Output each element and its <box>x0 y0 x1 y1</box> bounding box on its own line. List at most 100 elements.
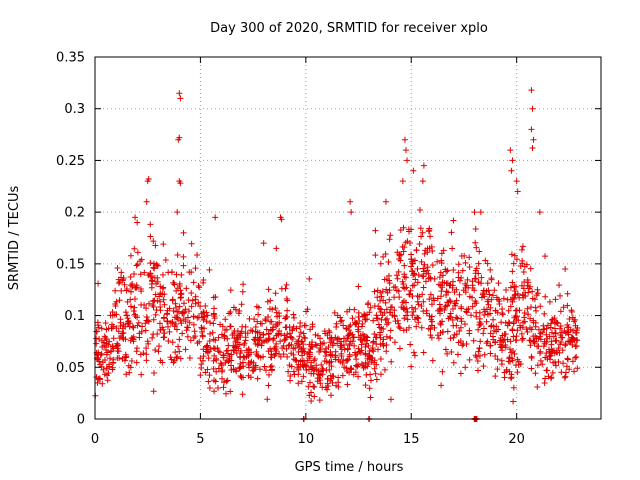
data-point <box>498 319 505 326</box>
data-point <box>448 348 455 355</box>
data-point <box>514 290 521 297</box>
data-point <box>196 284 203 291</box>
data-point <box>240 363 247 370</box>
data-point <box>438 257 445 264</box>
data-point <box>218 368 225 375</box>
data-point <box>138 301 145 308</box>
data-point <box>282 285 289 292</box>
data-point <box>555 358 562 365</box>
peak-point <box>528 87 535 94</box>
data-point <box>265 286 272 293</box>
data-point <box>544 322 551 329</box>
data-point <box>455 274 462 281</box>
data-point <box>343 357 350 364</box>
data-point <box>162 256 169 263</box>
data-point <box>492 353 499 360</box>
data-point <box>166 328 173 335</box>
data-point <box>182 306 189 313</box>
data-point <box>299 338 306 345</box>
data-point <box>223 378 230 385</box>
data-point <box>413 247 420 254</box>
data-point <box>237 364 244 371</box>
data-point <box>458 303 465 310</box>
data-point <box>513 256 520 263</box>
data-point <box>395 268 402 275</box>
data-point <box>534 362 541 369</box>
data-point <box>203 318 210 325</box>
data-point <box>406 291 413 298</box>
data-point <box>330 373 337 380</box>
data-point <box>480 330 487 337</box>
data-point <box>408 363 415 370</box>
data-point <box>391 294 398 301</box>
data-point <box>511 350 518 357</box>
data-point <box>99 380 106 387</box>
data-point <box>165 269 172 276</box>
data-point <box>486 291 493 298</box>
data-point <box>365 342 372 349</box>
y-tick-label: 0.35 <box>56 51 85 66</box>
data-point <box>105 341 112 348</box>
data-point <box>267 363 274 370</box>
data-point <box>441 279 448 286</box>
data-point <box>101 371 108 378</box>
data-point <box>371 288 378 295</box>
peak-point <box>134 219 141 226</box>
data-point <box>304 350 311 357</box>
data-point <box>356 318 363 325</box>
data-point <box>550 359 557 366</box>
data-point <box>133 359 140 366</box>
data-point <box>200 309 207 316</box>
data-point <box>174 353 181 360</box>
data-point <box>401 315 408 322</box>
data-point <box>543 367 550 374</box>
data-point <box>383 286 390 293</box>
data-point <box>509 279 516 286</box>
data-point <box>404 316 411 323</box>
data-point <box>343 365 350 372</box>
data-point <box>525 285 532 292</box>
data-point <box>366 385 373 392</box>
data-point <box>247 327 254 334</box>
data-point <box>367 377 374 384</box>
data-point <box>490 316 497 323</box>
data-point <box>410 349 417 356</box>
data-point <box>454 351 461 358</box>
data-point <box>302 335 309 342</box>
data-point <box>239 391 246 398</box>
data-point <box>508 251 515 258</box>
data-point <box>562 330 569 337</box>
data-point <box>173 304 180 311</box>
data-point <box>387 396 394 403</box>
data-point <box>570 335 577 342</box>
data-point <box>143 351 150 358</box>
data-point <box>436 274 443 281</box>
data-point <box>431 324 438 331</box>
data-point <box>352 349 359 356</box>
data-point <box>304 306 311 313</box>
data-point <box>400 248 407 255</box>
data-point <box>564 290 571 297</box>
data-point <box>160 241 167 248</box>
data-point <box>146 300 153 307</box>
data-point <box>529 288 536 295</box>
data-point <box>190 321 197 328</box>
data-point <box>377 356 384 363</box>
data-point <box>173 326 180 333</box>
data-point <box>156 343 163 350</box>
data-point <box>551 350 558 357</box>
data-point <box>564 356 571 363</box>
data-point <box>385 319 392 326</box>
data-point <box>386 236 393 243</box>
data-point <box>414 279 421 286</box>
data-point <box>402 299 409 306</box>
data-point <box>519 291 526 298</box>
x-tick-label: 0 <box>91 432 99 447</box>
data-point <box>164 323 171 330</box>
data-point <box>528 326 535 333</box>
data-point <box>473 265 480 272</box>
data-point <box>137 271 144 278</box>
data-point <box>295 337 302 344</box>
data-point <box>139 323 146 330</box>
data-point <box>313 366 320 373</box>
